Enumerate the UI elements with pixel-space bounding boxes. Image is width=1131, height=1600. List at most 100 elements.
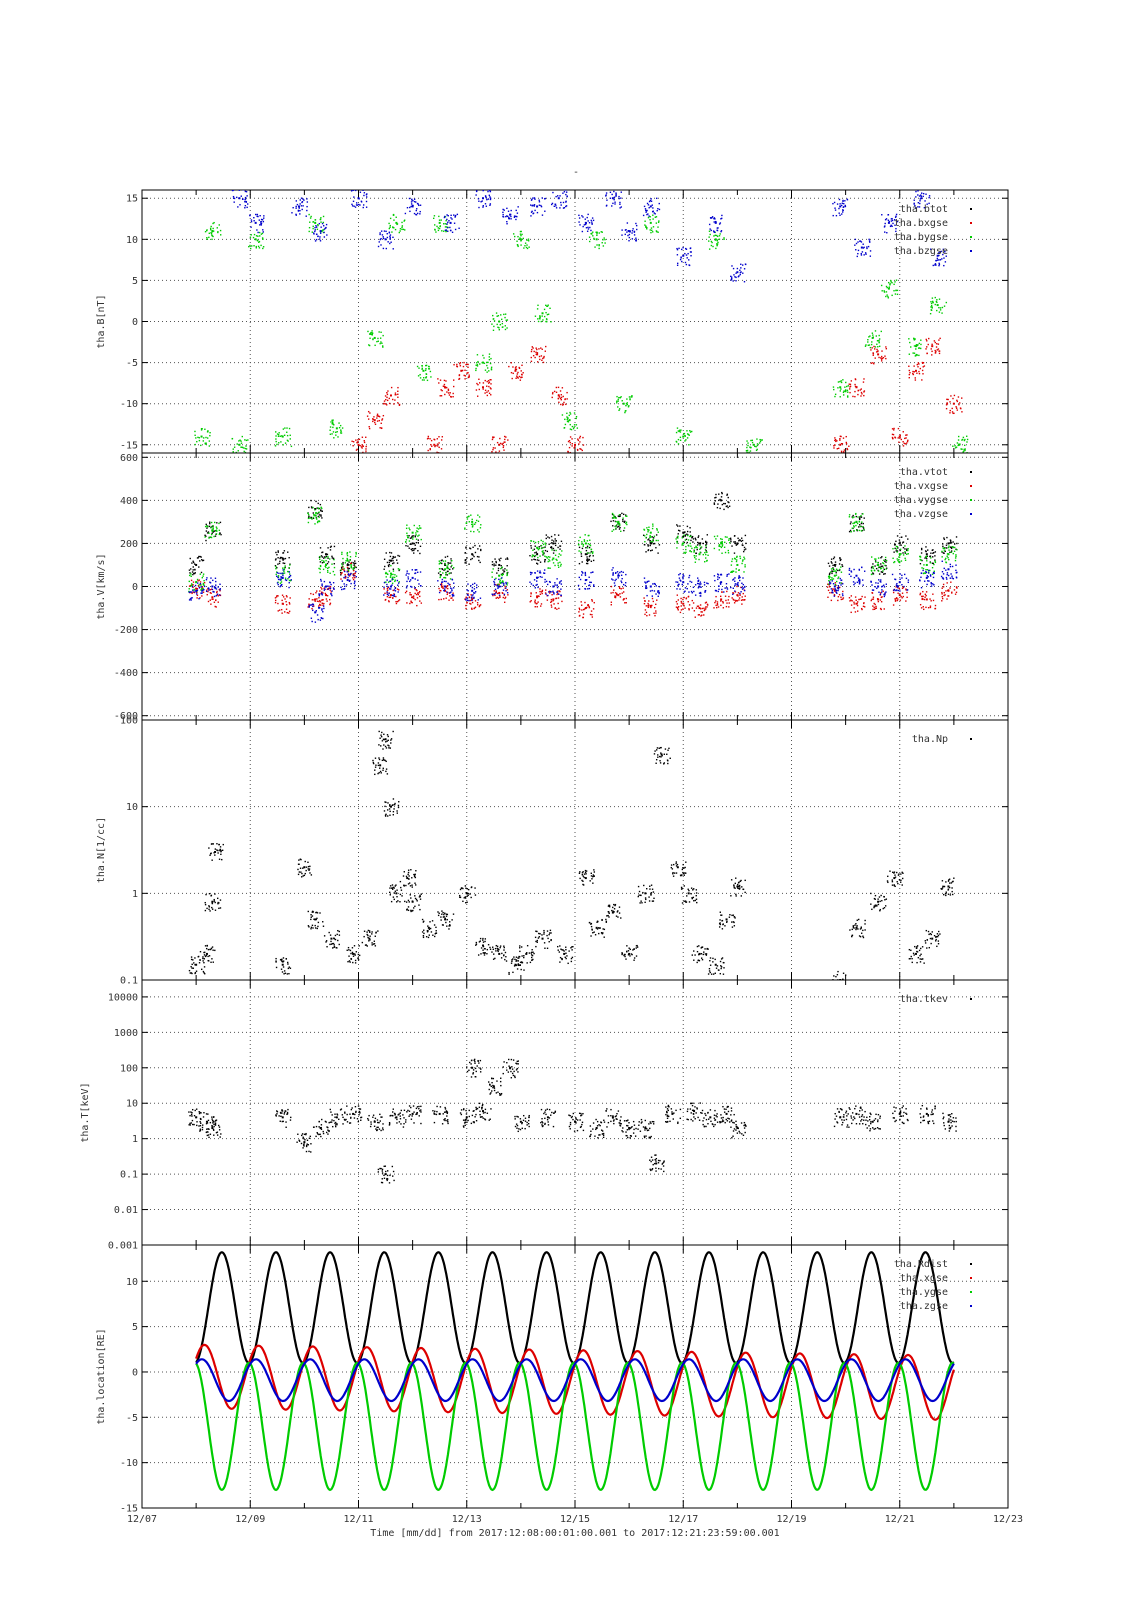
data-point: [839, 435, 842, 437]
data-point: [724, 551, 727, 554]
data-point: [856, 522, 859, 525]
data-point: [242, 446, 244, 449]
data-point: [615, 578, 617, 581]
data-point: [627, 234, 629, 237]
data-point: [561, 600, 563, 603]
data-point: [208, 537, 210, 539]
data-point: [652, 537, 655, 539]
data-point: [539, 561, 542, 563]
data-point: [510, 362, 512, 364]
data-point: [412, 595, 415, 597]
data-point: [419, 377, 422, 379]
data-point: [559, 590, 561, 593]
data-point: [894, 281, 896, 283]
data-point: [332, 422, 334, 425]
data-point: [932, 556, 934, 558]
data-point: [554, 542, 557, 544]
data-point: [280, 441, 282, 443]
data-point: [738, 540, 740, 542]
data-point: [690, 581, 693, 583]
data-point: [190, 591, 193, 593]
data-point: [689, 429, 691, 432]
data-point: [580, 553, 583, 555]
data-point: [643, 535, 646, 537]
data-point: [646, 529, 649, 531]
data-point: [405, 541, 407, 543]
data-point: [280, 581, 283, 583]
data-point: [947, 589, 950, 591]
data-point: [377, 340, 380, 342]
data-point: [899, 549, 901, 551]
data-point: [474, 521, 477, 524]
data-point: [625, 582, 627, 584]
data-point: [613, 582, 616, 584]
data-point: [689, 580, 691, 583]
data-point: [406, 585, 409, 587]
data-point: [446, 226, 449, 229]
data-point: [394, 556, 397, 558]
data-point: [410, 203, 413, 205]
data-point: [684, 552, 686, 554]
data-point: [598, 244, 600, 246]
data-point: [555, 391, 558, 394]
data-point: [556, 559, 558, 561]
data-point: [655, 603, 657, 606]
data-point: [942, 586, 945, 588]
data-point: [649, 585, 652, 588]
data-point: [618, 408, 621, 410]
data-point: [409, 528, 411, 531]
data-point: [734, 541, 736, 543]
data-point: [495, 590, 497, 592]
data-point: [486, 198, 488, 201]
data-point: [837, 569, 839, 572]
data-point: [693, 551, 695, 553]
data-point: [648, 538, 650, 540]
data-point: [535, 584, 537, 586]
data-point: [834, 439, 836, 442]
data-point: [829, 582, 831, 584]
data-point: [439, 575, 442, 577]
data-point: [544, 542, 546, 544]
data-point: [874, 603, 876, 606]
data-point: [862, 513, 864, 515]
data-point: [625, 410, 627, 412]
data-point: [479, 382, 481, 384]
data-point: [197, 436, 199, 439]
data-point: [592, 235, 594, 237]
data-point: [925, 338, 927, 341]
data-point: [700, 592, 702, 595]
data-point: [743, 571, 745, 573]
data-point: [468, 599, 470, 602]
data-point: [504, 568, 506, 570]
data-point: [392, 573, 394, 576]
data-point: [242, 198, 244, 200]
data-point: [558, 401, 560, 403]
data-point: [351, 440, 353, 443]
data-point: [931, 343, 933, 346]
data-point: [575, 415, 578, 418]
data-point: [841, 451, 843, 453]
data-point: [710, 240, 713, 243]
data-point: [655, 610, 657, 612]
data-point: [191, 562, 193, 564]
data-point: [524, 242, 527, 244]
data-point: [537, 586, 539, 589]
data-point: [277, 563, 279, 565]
data-point: [915, 344, 918, 346]
data-point: [398, 403, 401, 406]
data-point: [628, 396, 631, 398]
data-point: [395, 575, 398, 577]
data-point: [878, 345, 881, 348]
data-point: [452, 595, 455, 597]
data-point: [475, 369, 477, 372]
series-tha-vtot: [188, 491, 958, 576]
data-point: [938, 252, 940, 254]
data-point: [450, 591, 452, 593]
data-point: [718, 545, 720, 547]
data-point: [682, 602, 685, 605]
data-point: [302, 198, 304, 200]
data-point: [506, 223, 508, 225]
data-point: [839, 557, 841, 559]
data-point: [742, 599, 744, 601]
data-point: [464, 528, 466, 530]
